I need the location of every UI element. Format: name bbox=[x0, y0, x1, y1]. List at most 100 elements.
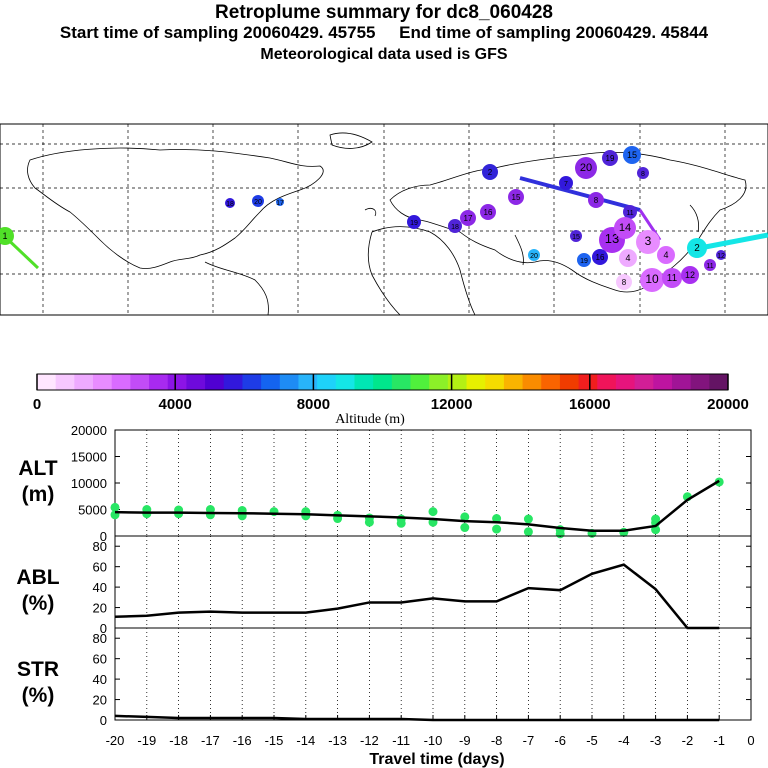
plume-dot bbox=[252, 195, 264, 207]
chart-title: Retroplume summary for dc8_060428 bbox=[215, 2, 553, 23]
plume-label: 7 bbox=[564, 181, 568, 188]
plume-dot bbox=[636, 230, 660, 254]
japan-outline bbox=[689, 204, 699, 233]
plume-dot bbox=[592, 249, 608, 265]
colorbar-cell bbox=[503, 374, 524, 390]
x-tick-label: -8 bbox=[491, 733, 503, 748]
panel-frame bbox=[114, 535, 752, 629]
x-tick-label: -7 bbox=[523, 733, 535, 748]
map-plume-marker: 18 bbox=[225, 198, 235, 208]
x-tick-label: -11 bbox=[392, 733, 410, 748]
track-segment bbox=[519, 176, 641, 212]
colorbar-cell bbox=[93, 374, 113, 390]
map-plume-marker: 11 bbox=[662, 268, 682, 288]
colorbar-tick-label: 8000 bbox=[297, 396, 330, 413]
plume-dot bbox=[657, 246, 675, 264]
map-plume-marker: 7 bbox=[559, 176, 573, 190]
colorbar-cell bbox=[149, 374, 169, 390]
x-tick-label: -13 bbox=[328, 733, 347, 748]
colorbar-cell bbox=[130, 374, 150, 390]
scatter-point bbox=[460, 512, 470, 522]
y-axis-label-units: (%) bbox=[22, 684, 55, 707]
map-plume-marker: 15 bbox=[570, 230, 582, 242]
plume-label: 20 bbox=[530, 253, 538, 260]
altitude-colorbar: 0 4000 8000 12000 16000 20000 Altitude (m) bbox=[33, 373, 749, 427]
map-plume-marker: 2 bbox=[687, 238, 707, 258]
plume-dot bbox=[407, 215, 421, 229]
north-america-outline bbox=[27, 147, 324, 269]
track-segment bbox=[699, 232, 768, 251]
colorbar-cell bbox=[671, 374, 692, 390]
x-tick-label: -17 bbox=[201, 733, 220, 748]
plume-dot bbox=[460, 210, 476, 226]
scatter-point bbox=[110, 502, 120, 512]
plume-label: 20 bbox=[580, 162, 592, 174]
colorbar-cell bbox=[279, 374, 299, 390]
map-plume-marker: 18 bbox=[448, 219, 462, 233]
colorbar-cell bbox=[373, 374, 393, 390]
plume-dot bbox=[619, 249, 637, 267]
map-plume-marker: 20 bbox=[528, 249, 540, 261]
map-plume-marker: 10 bbox=[640, 268, 664, 292]
y-tick-label: 20 bbox=[93, 693, 107, 708]
colorbar-cell bbox=[429, 374, 449, 390]
colorbar-cell bbox=[709, 374, 729, 390]
sampling-time-line: Start time of sampling 20060429. 45755 E… bbox=[59, 23, 709, 42]
time-series-panels: 20000 15000 10000 5000 0 ALT (m) 80 60 40 20 0 ABL (%… bbox=[16, 423, 752, 728]
plume-label: 19 bbox=[606, 154, 615, 163]
colorbar-cell bbox=[485, 374, 505, 390]
x-tick-label: -16 bbox=[233, 733, 252, 748]
india-outline bbox=[514, 234, 524, 266]
map-plume-marker: 4 bbox=[657, 246, 675, 264]
colorbar-tick-label: 16000 bbox=[569, 396, 611, 413]
plume-dot bbox=[616, 274, 632, 290]
plume-label: 14 bbox=[619, 222, 631, 234]
x-axis-label: Travel time (days) bbox=[369, 751, 504, 768]
map-plume-marker: 1 bbox=[0, 227, 14, 245]
colorbar-cell bbox=[298, 374, 318, 390]
plume-dot bbox=[681, 266, 699, 284]
y-axis-label-units: (%) bbox=[22, 592, 55, 615]
plume-label: 11 bbox=[706, 263, 713, 270]
plume-dot bbox=[276, 198, 284, 206]
y-tick-label: 80 bbox=[93, 631, 107, 646]
y-tick-label: 80 bbox=[93, 539, 107, 554]
plume-dot bbox=[577, 253, 591, 267]
x-tick-label: -20 bbox=[106, 733, 125, 748]
colorbar-cell bbox=[653, 374, 673, 390]
plume-dot bbox=[480, 204, 496, 220]
plume-label: 18 bbox=[226, 201, 234, 208]
colorbar-cell bbox=[242, 374, 262, 390]
panel-alt: 20000 15000 10000 5000 0 ALT (m) bbox=[18, 423, 752, 544]
panel-str: 80 60 40 20 0 STR (%) bbox=[17, 627, 752, 728]
x-tick-label: -15 bbox=[265, 733, 284, 748]
scatter-point bbox=[428, 507, 438, 517]
plume-dot bbox=[448, 219, 462, 233]
map-plume-marker: 11 bbox=[704, 259, 716, 271]
y-tick-label: 60 bbox=[93, 652, 107, 667]
y-tick-label: 40 bbox=[93, 580, 107, 595]
x-tick-label: -2 bbox=[682, 733, 694, 748]
y-tick-label: 20 bbox=[93, 601, 107, 616]
eurasia-outline bbox=[389, 151, 747, 293]
colorbar-cell bbox=[578, 374, 598, 390]
plume-dot bbox=[614, 217, 636, 239]
map-plume-marker: 16 bbox=[480, 204, 496, 220]
colorbar-cell bbox=[335, 374, 355, 390]
plume-dot bbox=[662, 268, 682, 288]
colorbar-cell bbox=[615, 374, 636, 390]
colorbar-cell bbox=[522, 374, 542, 390]
colorbar-cell bbox=[317, 374, 337, 390]
plume-label: 18 bbox=[451, 224, 459, 231]
plume-label: 17 bbox=[276, 200, 284, 207]
colorbar-tick-label: 0 bbox=[33, 396, 41, 413]
map-plume-marker: 8 bbox=[637, 167, 649, 179]
plume-label: 12 bbox=[685, 270, 695, 280]
plume-dot bbox=[637, 167, 649, 179]
y-tick-label: 5000 bbox=[78, 503, 107, 518]
plume-label: 4 bbox=[663, 250, 668, 260]
africa-outline bbox=[367, 226, 476, 316]
colorbar-tick-label: 12000 bbox=[431, 396, 473, 413]
